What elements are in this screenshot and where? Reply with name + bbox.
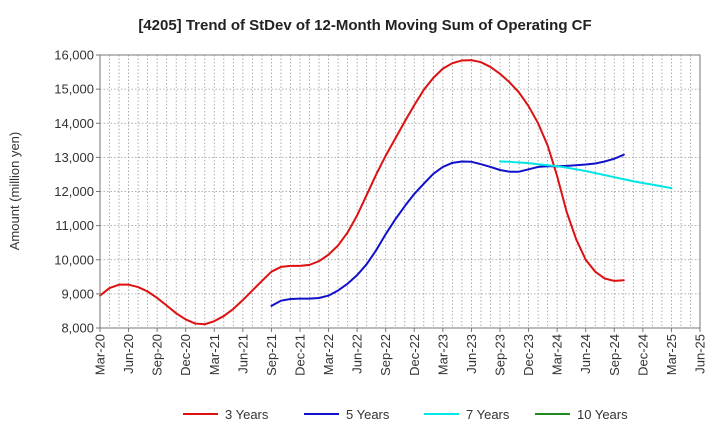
series-line-7-years [499,160,673,190]
legend-label-7-years: 7 Years [466,407,510,422]
y-tick-label: 12,000 [54,184,94,199]
y-tick-label: 10,000 [54,252,94,267]
y-tick-label: 8,000 [61,321,94,336]
x-tick-label: Jun-20 [121,334,136,374]
legend-label-5-years: 5 Years [346,407,390,422]
x-axis-ticks: Mar-20 Jun-20 Sep-20 Dec-20 Mar-21 Jun-21 Sep-… [93,328,708,376]
y-tick-label: 9,000 [61,286,94,301]
legend: 3 Years 5 Years 7 Years 10 Years [183,407,628,422]
x-tick-label: Dec-24 [635,334,650,376]
x-tick-label: Jun-25 [693,334,708,374]
x-tick-label: Sep-23 [493,334,508,376]
series-line-3-years [99,59,625,326]
y-tick-label: 15,000 [54,82,94,97]
y-tick-label: 11,000 [55,218,94,233]
series-line-5-years [270,153,625,307]
x-tick-label: Jun-23 [464,334,479,374]
x-tick-label: Dec-22 [407,334,422,376]
legend-label-10-years: 10 Years [577,407,628,422]
grid [100,54,700,329]
y-tick-label: 16,000 [54,48,94,63]
plot-area [100,55,700,328]
legend-label-3-years: 3 Years [225,407,269,422]
series-layer [99,59,673,326]
y-axis-ticks: 8,000 9,000 10,000 11,000 12,000 13,000 14,000… [54,48,100,336]
x-tick-label: Mar-23 [435,334,450,375]
x-tick-label: Dec-21 [293,334,308,376]
x-tick-label: Mar-21 [207,334,222,375]
y-tick-label: 14,000 [54,116,94,131]
x-tick-label: Sep-24 [607,334,622,376]
y-tick-label: 13,000 [54,150,94,165]
chart-title: [4205] Trend of StDev of 12-Month Moving… [138,17,591,34]
x-tick-label: Sep-22 [378,334,393,376]
x-tick-label: Mar-22 [321,334,336,375]
x-tick-label: Mar-25 [664,334,679,375]
x-tick-label: Jun-22 [350,334,365,374]
x-tick-label: Dec-20 [178,334,193,376]
x-tick-label: Sep-20 [150,334,165,376]
x-tick-label: Jun-24 [578,334,593,374]
y-axis-label: Amount (million yen) [7,132,22,251]
x-tick-label: Dec-23 [521,334,536,376]
x-tick-label: Mar-20 [93,334,108,375]
x-tick-label: Sep-21 [264,334,279,376]
x-tick-label: Mar-24 [550,334,565,375]
x-tick-label: Jun-21 [235,334,250,374]
